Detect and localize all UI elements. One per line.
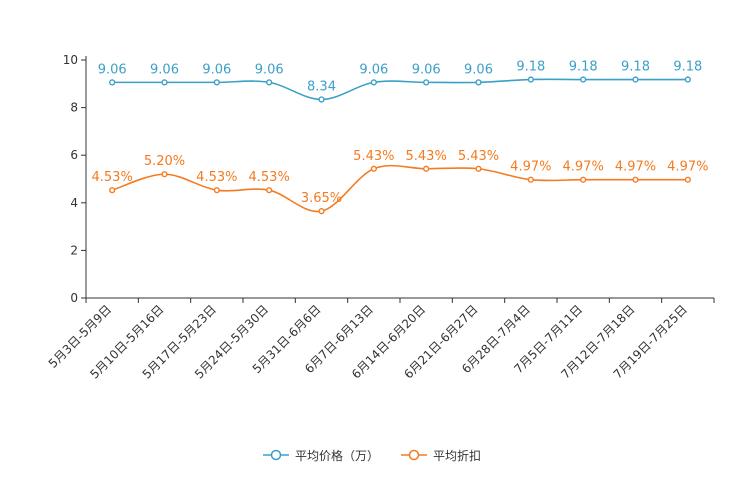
data-label: 4.97% xyxy=(563,160,604,175)
data-point[interactable] xyxy=(632,176,639,183)
data-point[interactable] xyxy=(213,187,220,194)
legend-label-price: 平均价格（万） xyxy=(294,448,379,463)
data-point[interactable] xyxy=(527,76,534,83)
data-label: 4.97% xyxy=(510,160,551,175)
y-tick-label: 0 xyxy=(70,291,78,305)
data-point[interactable] xyxy=(370,79,377,86)
data-point[interactable] xyxy=(109,79,116,86)
data-point[interactable] xyxy=(475,165,482,172)
data-point[interactable] xyxy=(370,165,377,172)
data-point[interactable] xyxy=(266,79,273,86)
data-label: 4.53% xyxy=(196,170,237,185)
legend-label-discount: 平均折扣 xyxy=(433,448,482,463)
data-label: 9.06 xyxy=(202,62,231,77)
data-label: 9.18 xyxy=(621,60,650,75)
data-point[interactable] xyxy=(109,187,116,194)
data-point[interactable] xyxy=(475,79,482,86)
data-label: 9.06 xyxy=(150,62,179,77)
data-point[interactable] xyxy=(632,76,639,83)
data-point[interactable] xyxy=(580,76,587,83)
data-label: 9.06 xyxy=(412,62,441,77)
legend-line-circle-icon xyxy=(262,449,289,461)
data-point[interactable] xyxy=(684,176,691,183)
series-line-1 xyxy=(111,164,688,213)
data-point[interactable] xyxy=(213,79,220,86)
data-point[interactable] xyxy=(161,79,168,86)
data-point[interactable] xyxy=(318,96,325,103)
data-label: 9.18 xyxy=(516,60,545,75)
legend-item-price[interactable]: 平均价格（万） xyxy=(262,447,379,464)
data-label: 9.18 xyxy=(673,60,702,75)
data-label: 9.06 xyxy=(464,62,493,77)
data-label: 5.43% xyxy=(458,149,499,164)
data-label: 9.18 xyxy=(569,60,598,75)
data-point[interactable] xyxy=(423,79,430,86)
data-label: 4.97% xyxy=(667,160,708,175)
data-label: 4.97% xyxy=(615,160,656,175)
y-tick-label: 4 xyxy=(70,196,78,210)
legend-line-circle-icon xyxy=(401,449,427,461)
data-point[interactable] xyxy=(527,176,534,183)
y-tick-label: 2 xyxy=(70,243,78,257)
data-label: 8.34 xyxy=(307,80,336,95)
y-tick-label: 6 xyxy=(70,148,78,162)
data-label: 5.43% xyxy=(353,149,394,164)
data-point[interactable] xyxy=(423,165,430,172)
series-line-0 xyxy=(112,78,688,101)
data-label: 9.06 xyxy=(255,62,284,77)
legend-item-discount[interactable]: 平均折扣 xyxy=(401,447,481,464)
data-label: 4.53% xyxy=(92,170,133,185)
data-label: 5.20% xyxy=(144,154,185,169)
data-label: 5.43% xyxy=(406,149,447,164)
y-tick-label: 10 xyxy=(63,53,78,67)
data-label: 3.65% xyxy=(301,191,342,206)
data-point[interactable] xyxy=(161,171,168,178)
data-point[interactable] xyxy=(684,76,691,83)
data-point[interactable] xyxy=(580,176,587,183)
data-label: 9.06 xyxy=(359,62,388,77)
y-tick-label: 8 xyxy=(70,101,78,115)
data-point[interactable] xyxy=(318,208,325,215)
data-label: 4.53% xyxy=(249,170,290,185)
legend: 平均价格（万） 平均折扣 xyxy=(0,444,744,466)
data-point[interactable] xyxy=(266,187,273,194)
data-label: 9.06 xyxy=(98,62,127,77)
